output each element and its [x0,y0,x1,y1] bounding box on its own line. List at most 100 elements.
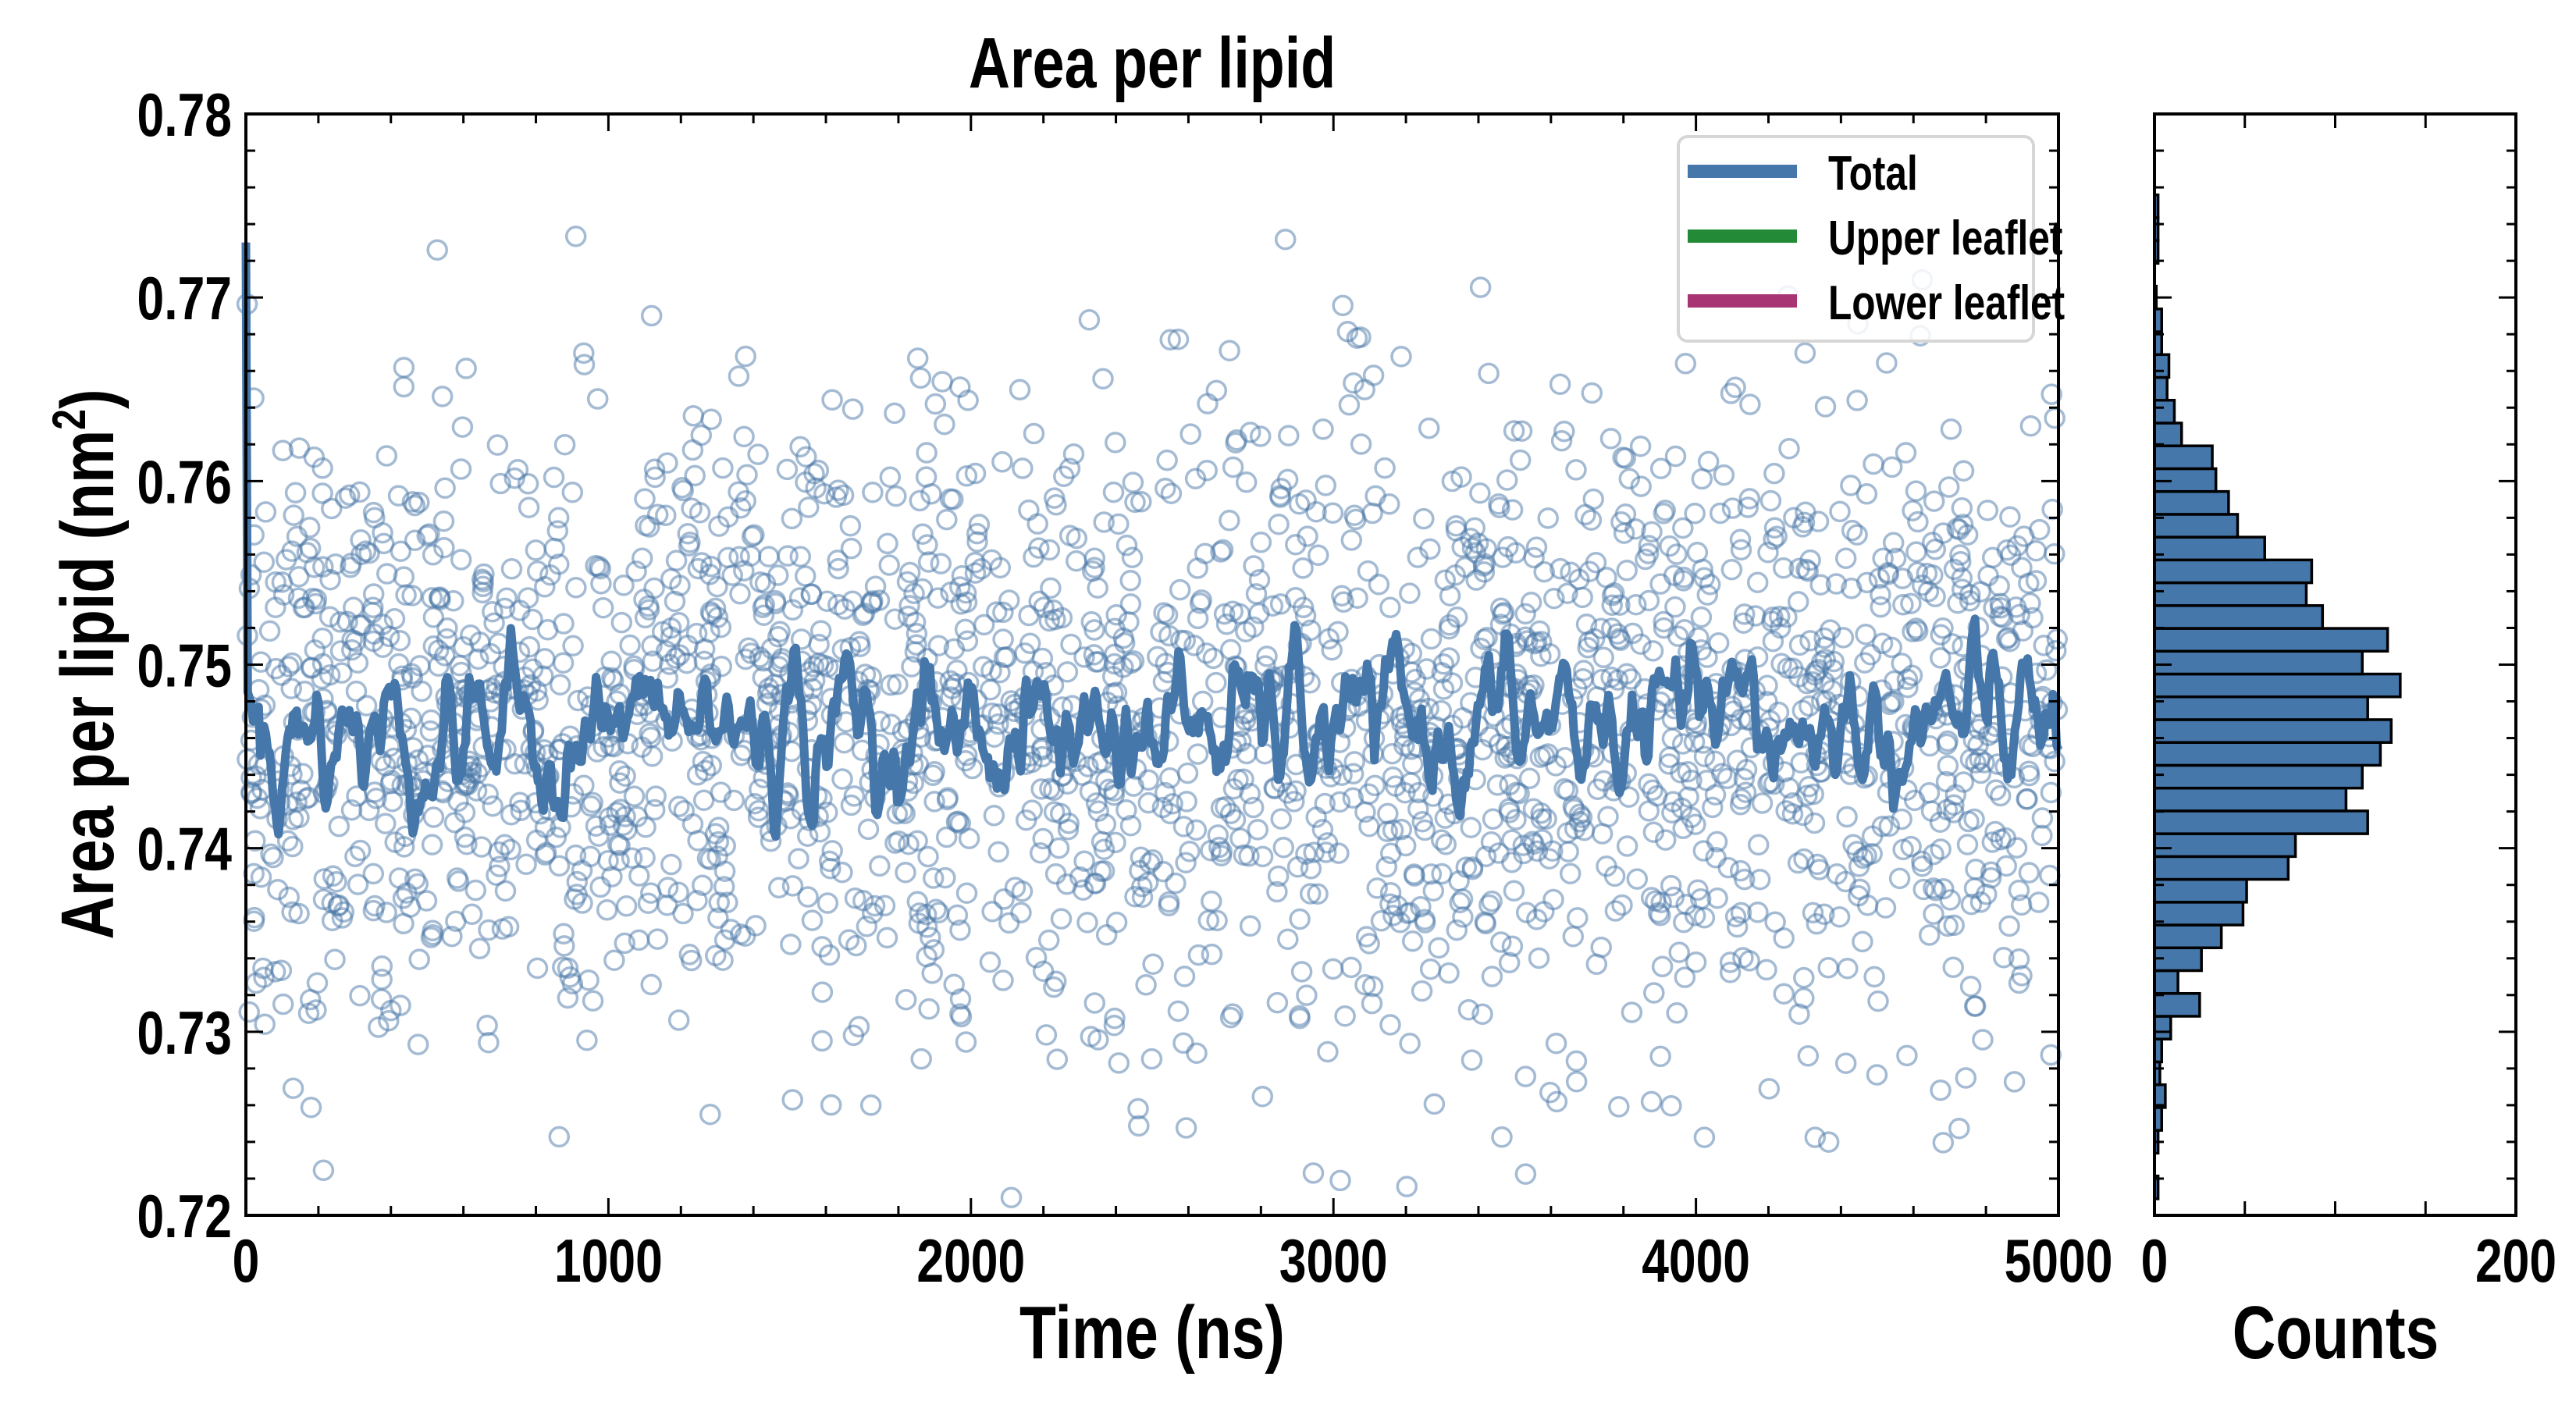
scatter-point [1362,365,1385,386]
scatter-point [1186,1042,1208,1064]
scatter-point [1496,469,1518,491]
scatter-point [1696,584,1719,606]
scatter-point [290,779,312,802]
scatter-point [1947,592,1969,614]
scatter-point [1476,627,1498,649]
scatter-point [2028,518,2051,541]
scatter-point [1952,460,1975,482]
scatter-point [1897,676,1919,699]
scatter-point [478,919,500,941]
scatter-point [852,604,874,627]
scatter-point [1955,1067,1977,1089]
scatter-point [262,846,284,869]
scatter-point [1923,490,1945,512]
scatter-point [946,659,968,681]
scatter-point [656,452,678,474]
labels: Area per lipid Time (ns) Counts Area per… [43,23,2439,1375]
scatter-point [600,735,622,757]
scatter-point [934,413,955,436]
scatter-point [1663,564,1685,586]
scatter-point [2027,891,2050,913]
scatter-point [1420,628,1443,650]
scatter-point [318,664,341,686]
scatter-point [489,472,511,495]
scatter-point [1543,587,1565,610]
scatter-point [1141,849,1164,871]
scatter-point [436,617,458,639]
scatter-point [2008,972,2030,994]
scatter-point [1565,1070,1588,1093]
scatter-point [1274,228,1297,251]
scatter-point [2044,407,2065,429]
scatter-point [859,1094,882,1116]
scatter-point [476,1015,498,1037]
scatter-point [562,635,584,657]
scatter-point [288,806,310,829]
scatter-point [1797,560,1819,582]
scatter-point [614,806,636,827]
scatter-point [1662,791,1685,813]
scatter-point [371,955,393,977]
scatter-point [1361,502,1383,525]
scatter-point [1115,534,1138,557]
scatter-point [472,571,494,592]
scatter-point [1105,911,1128,934]
scatter-point [1565,1050,1588,1072]
scatter-point [610,611,633,634]
scatter-point [1653,503,1675,525]
histogram-bar [2153,672,2402,699]
scatter-point [1668,941,1690,963]
scatter-point [2016,788,2037,810]
scatter-point [692,874,713,896]
scatter-point [312,1159,335,1182]
scatter-point [1690,606,1713,628]
scatter-point [1537,507,1559,529]
scatter-point [2008,948,2030,970]
scatter-point [1642,640,1664,662]
scatter-point [906,634,927,656]
scatter-point [1167,1000,1190,1023]
scatter-point [421,587,443,609]
scatter-point [1488,842,1510,864]
scatter-point [2008,879,2030,902]
scatter-point [1390,818,1413,841]
scatter-point [1806,912,1828,935]
scatter-point [278,886,300,909]
scatter-point [1621,1001,1643,1023]
scatter-point [1729,528,1752,550]
scatter-point [615,895,638,917]
scatter-point [844,887,866,909]
scatter-point [509,599,531,621]
scatter-point [311,627,333,649]
scatter-point [1905,480,1927,502]
scatter-point [1127,1097,1149,1120]
scatter-point [1247,819,1269,841]
scatter-point [1834,547,1857,570]
scatter-point [939,488,962,510]
x-tick-label: 1000 [554,1226,663,1294]
scatter-point [906,830,928,852]
scatter-point [1448,870,1470,892]
scatter-point [1185,819,1208,841]
scatter-point [1510,420,1533,442]
scatter-point [710,655,733,678]
scatter-point [1658,753,1680,775]
y-tick-label: 0.75 [137,631,232,699]
scatter-point [281,652,303,674]
scatter-point [834,598,856,620]
scatter-point [1179,423,1201,445]
scatter-point [509,791,531,813]
scatter-point [1056,661,1079,683]
scatter-point [254,501,277,523]
scatter-point [1187,557,1208,579]
scatter-point [1202,647,1225,670]
scatter-point [821,840,843,862]
scatter-point [1901,664,1923,687]
y-tick-label: 0.72 [137,1182,232,1250]
scatter-point [1290,961,1313,983]
legend-label: Lower leaflet [1828,276,2065,330]
scatter-point [1922,564,1944,586]
scatter-point [1557,822,1578,844]
scatter-point [1093,511,1115,533]
scatter-point [639,516,660,538]
